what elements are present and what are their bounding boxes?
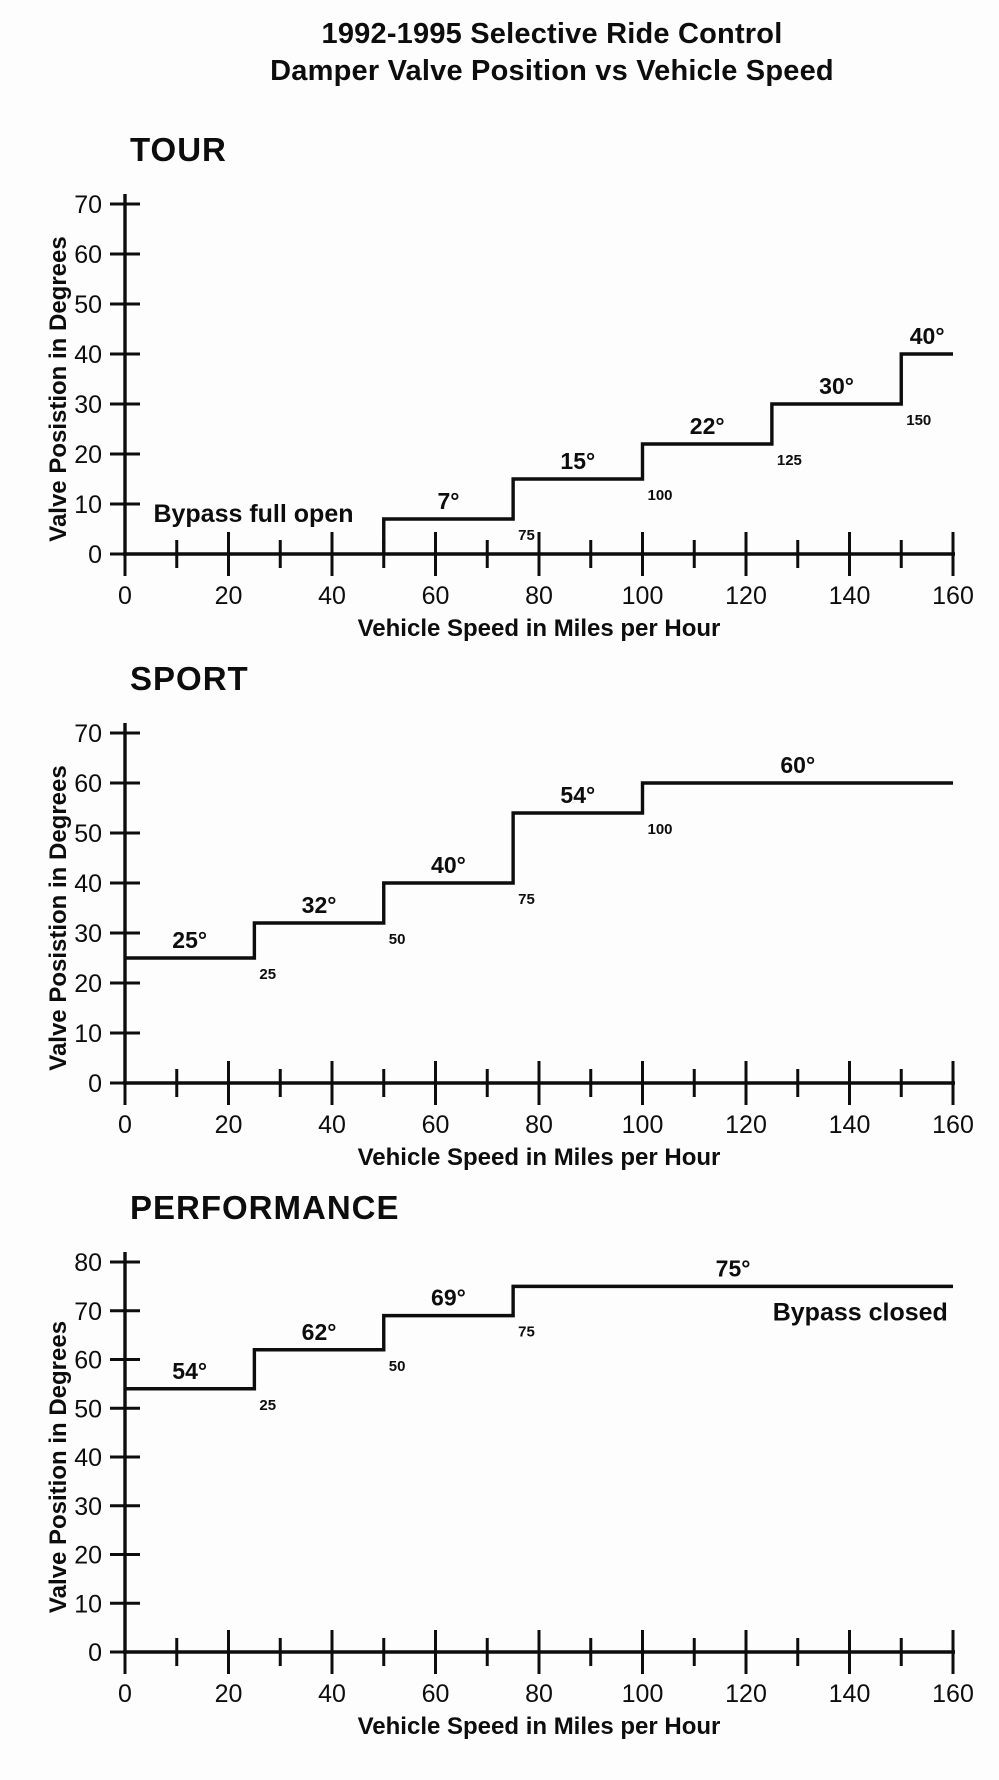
x-tick-label: 140 <box>829 1111 871 1139</box>
y-tick-label: 30 <box>74 391 102 419</box>
y-tick-label: 50 <box>74 820 102 848</box>
y-axis-title: Valve Position in Degrees <box>45 1321 72 1613</box>
transition-speed-label: 125 <box>777 452 802 469</box>
x-tick-label: 20 <box>215 1680 243 1708</box>
y-tick-label: 70 <box>74 1298 102 1326</box>
x-tick-label: 40 <box>318 1680 346 1708</box>
y-tick-label: 40 <box>74 341 102 369</box>
chart-heading-sport: SPORT <box>130 660 249 698</box>
y-tick-label: 30 <box>74 1493 102 1521</box>
step-value-label: 54° <box>172 1358 207 1384</box>
x-tick-label: 160 <box>932 582 974 610</box>
transition-speed-label: 75 <box>518 1324 535 1341</box>
y-tick-label: 30 <box>74 920 102 948</box>
bypass-annotation: Bypass full open <box>153 500 353 528</box>
step-value-label: 69° <box>431 1285 466 1311</box>
y-tick-label: 60 <box>74 241 102 269</box>
step-value-label: 32° <box>302 892 337 918</box>
step-value-label: 40° <box>431 852 466 878</box>
step-value-label: 30° <box>819 373 854 399</box>
transition-speed-label: 100 <box>648 487 673 504</box>
document-title: 1992-1995 Selective Ride Control Damper … <box>0 0 999 89</box>
step-value-label: 60° <box>780 752 815 778</box>
y-tick-label: 0 <box>88 1070 102 1098</box>
x-tick-label: 120 <box>725 1111 767 1139</box>
x-tick-label: 140 <box>829 582 871 610</box>
transition-speed-label: 25 <box>259 966 276 983</box>
x-tick-label: 20 <box>215 1111 243 1139</box>
transition-speed-label: 50 <box>389 931 406 948</box>
performance-step-chart: 0 10 20 30 40 50 60 70 80 0 20 40 60 80 100 120 140 160 54… <box>45 1249 974 1740</box>
x-tick-label: 160 <box>932 1111 974 1139</box>
y-tick-label: 20 <box>74 970 102 998</box>
y-tick-label: 60 <box>74 770 102 798</box>
y-axis-title: Valve Posistion in Degrees <box>45 765 72 1070</box>
x-tick-label: 80 <box>525 1680 553 1708</box>
transition-speed-label: 25 <box>259 1397 276 1414</box>
x-tick-label: 80 <box>525 582 553 610</box>
chart-heading-performance: PERFORMANCE <box>130 1189 400 1227</box>
y-tick-label: 50 <box>74 1395 102 1423</box>
step-value-label: 15° <box>560 448 595 474</box>
x-tick-label: 0 <box>118 1680 132 1708</box>
chart-heading-tour: TOUR <box>130 131 227 169</box>
transition-speed-label: 50 <box>389 1358 406 1375</box>
x-tick-label: 100 <box>622 1111 664 1139</box>
y-tick-label: 0 <box>88 541 102 569</box>
x-axis-title: Vehicle Speed in Miles per Hour <box>358 1713 721 1740</box>
bypass-annotation: Bypass closed <box>773 1298 948 1326</box>
x-tick-label: 140 <box>829 1680 871 1708</box>
x-tick-label: 160 <box>932 1680 974 1708</box>
y-tick-label: 10 <box>74 491 102 519</box>
y-tick-label: 0 <box>88 1639 102 1667</box>
x-axis-title: Vehicle Speed in Miles per Hour <box>358 1144 721 1171</box>
valve-position-step-line <box>382 352 953 555</box>
step-value-label: 54° <box>560 782 595 808</box>
y-tick-label: 50 <box>74 291 102 319</box>
y-tick-label: 80 <box>74 1249 102 1277</box>
x-tick-label: 0 <box>118 582 132 610</box>
x-tick-label: 120 <box>725 1680 767 1708</box>
x-tick-label: 40 <box>318 582 346 610</box>
step-value-label: 62° <box>302 1319 337 1345</box>
x-tick-label: 100 <box>622 1680 664 1708</box>
step-value-label: 25° <box>172 927 207 953</box>
x-tick-label: 20 <box>215 582 243 610</box>
transition-speed-label: 75 <box>518 891 535 908</box>
x-tick-label: 40 <box>318 1111 346 1139</box>
y-tick-label: 10 <box>74 1020 102 1048</box>
x-tick-label: 60 <box>422 1111 450 1139</box>
x-tick-label: 100 <box>622 582 664 610</box>
valve-position-step-line <box>125 781 953 960</box>
x-tick-label: 60 <box>422 582 450 610</box>
y-tick-label: 70 <box>74 191 102 219</box>
x-tick-label: 60 <box>422 1680 450 1708</box>
valve-position-step-line <box>125 1284 953 1391</box>
y-tick-label: 10 <box>74 1590 102 1618</box>
transition-speed-label: 100 <box>648 821 673 838</box>
y-axis-title: Valve Posistion in Degrees <box>45 236 72 541</box>
step-value-label: 75° <box>716 1255 751 1281</box>
document-title-line-2: Damper Valve Position vs Vehicle Speed <box>270 54 834 87</box>
sport-step-chart: 0 10 20 30 40 50 60 70 0 20 40 60 80 100 120 140 160 25° 3… <box>45 720 974 1171</box>
step-value-label: 7° <box>437 488 459 514</box>
y-tick-label: 60 <box>74 1347 102 1375</box>
transition-speed-label: 75 <box>518 527 535 544</box>
document-title-line-1: 1992-1995 Selective Ride Control <box>321 18 783 50</box>
transition-speed-label: 150 <box>906 412 931 429</box>
step-value-label: 40° <box>910 323 945 349</box>
x-axis-title: Vehicle Speed in Miles per Hour <box>358 615 721 642</box>
x-tick-label: 0 <box>118 1111 132 1139</box>
y-tick-label: 20 <box>74 1542 102 1570</box>
x-tick-label: 120 <box>725 582 767 610</box>
y-tick-label: 20 <box>74 441 102 469</box>
tour-step-chart: 0 10 20 30 40 50 60 70 0 20 40 60 80 100 120 140 160 7° 15… <box>45 191 974 642</box>
y-tick-label: 40 <box>74 1444 102 1472</box>
step-value-label: 22° <box>690 413 725 439</box>
y-tick-label: 40 <box>74 870 102 898</box>
y-tick-label: 70 <box>74 720 102 748</box>
x-tick-label: 80 <box>525 1111 553 1139</box>
